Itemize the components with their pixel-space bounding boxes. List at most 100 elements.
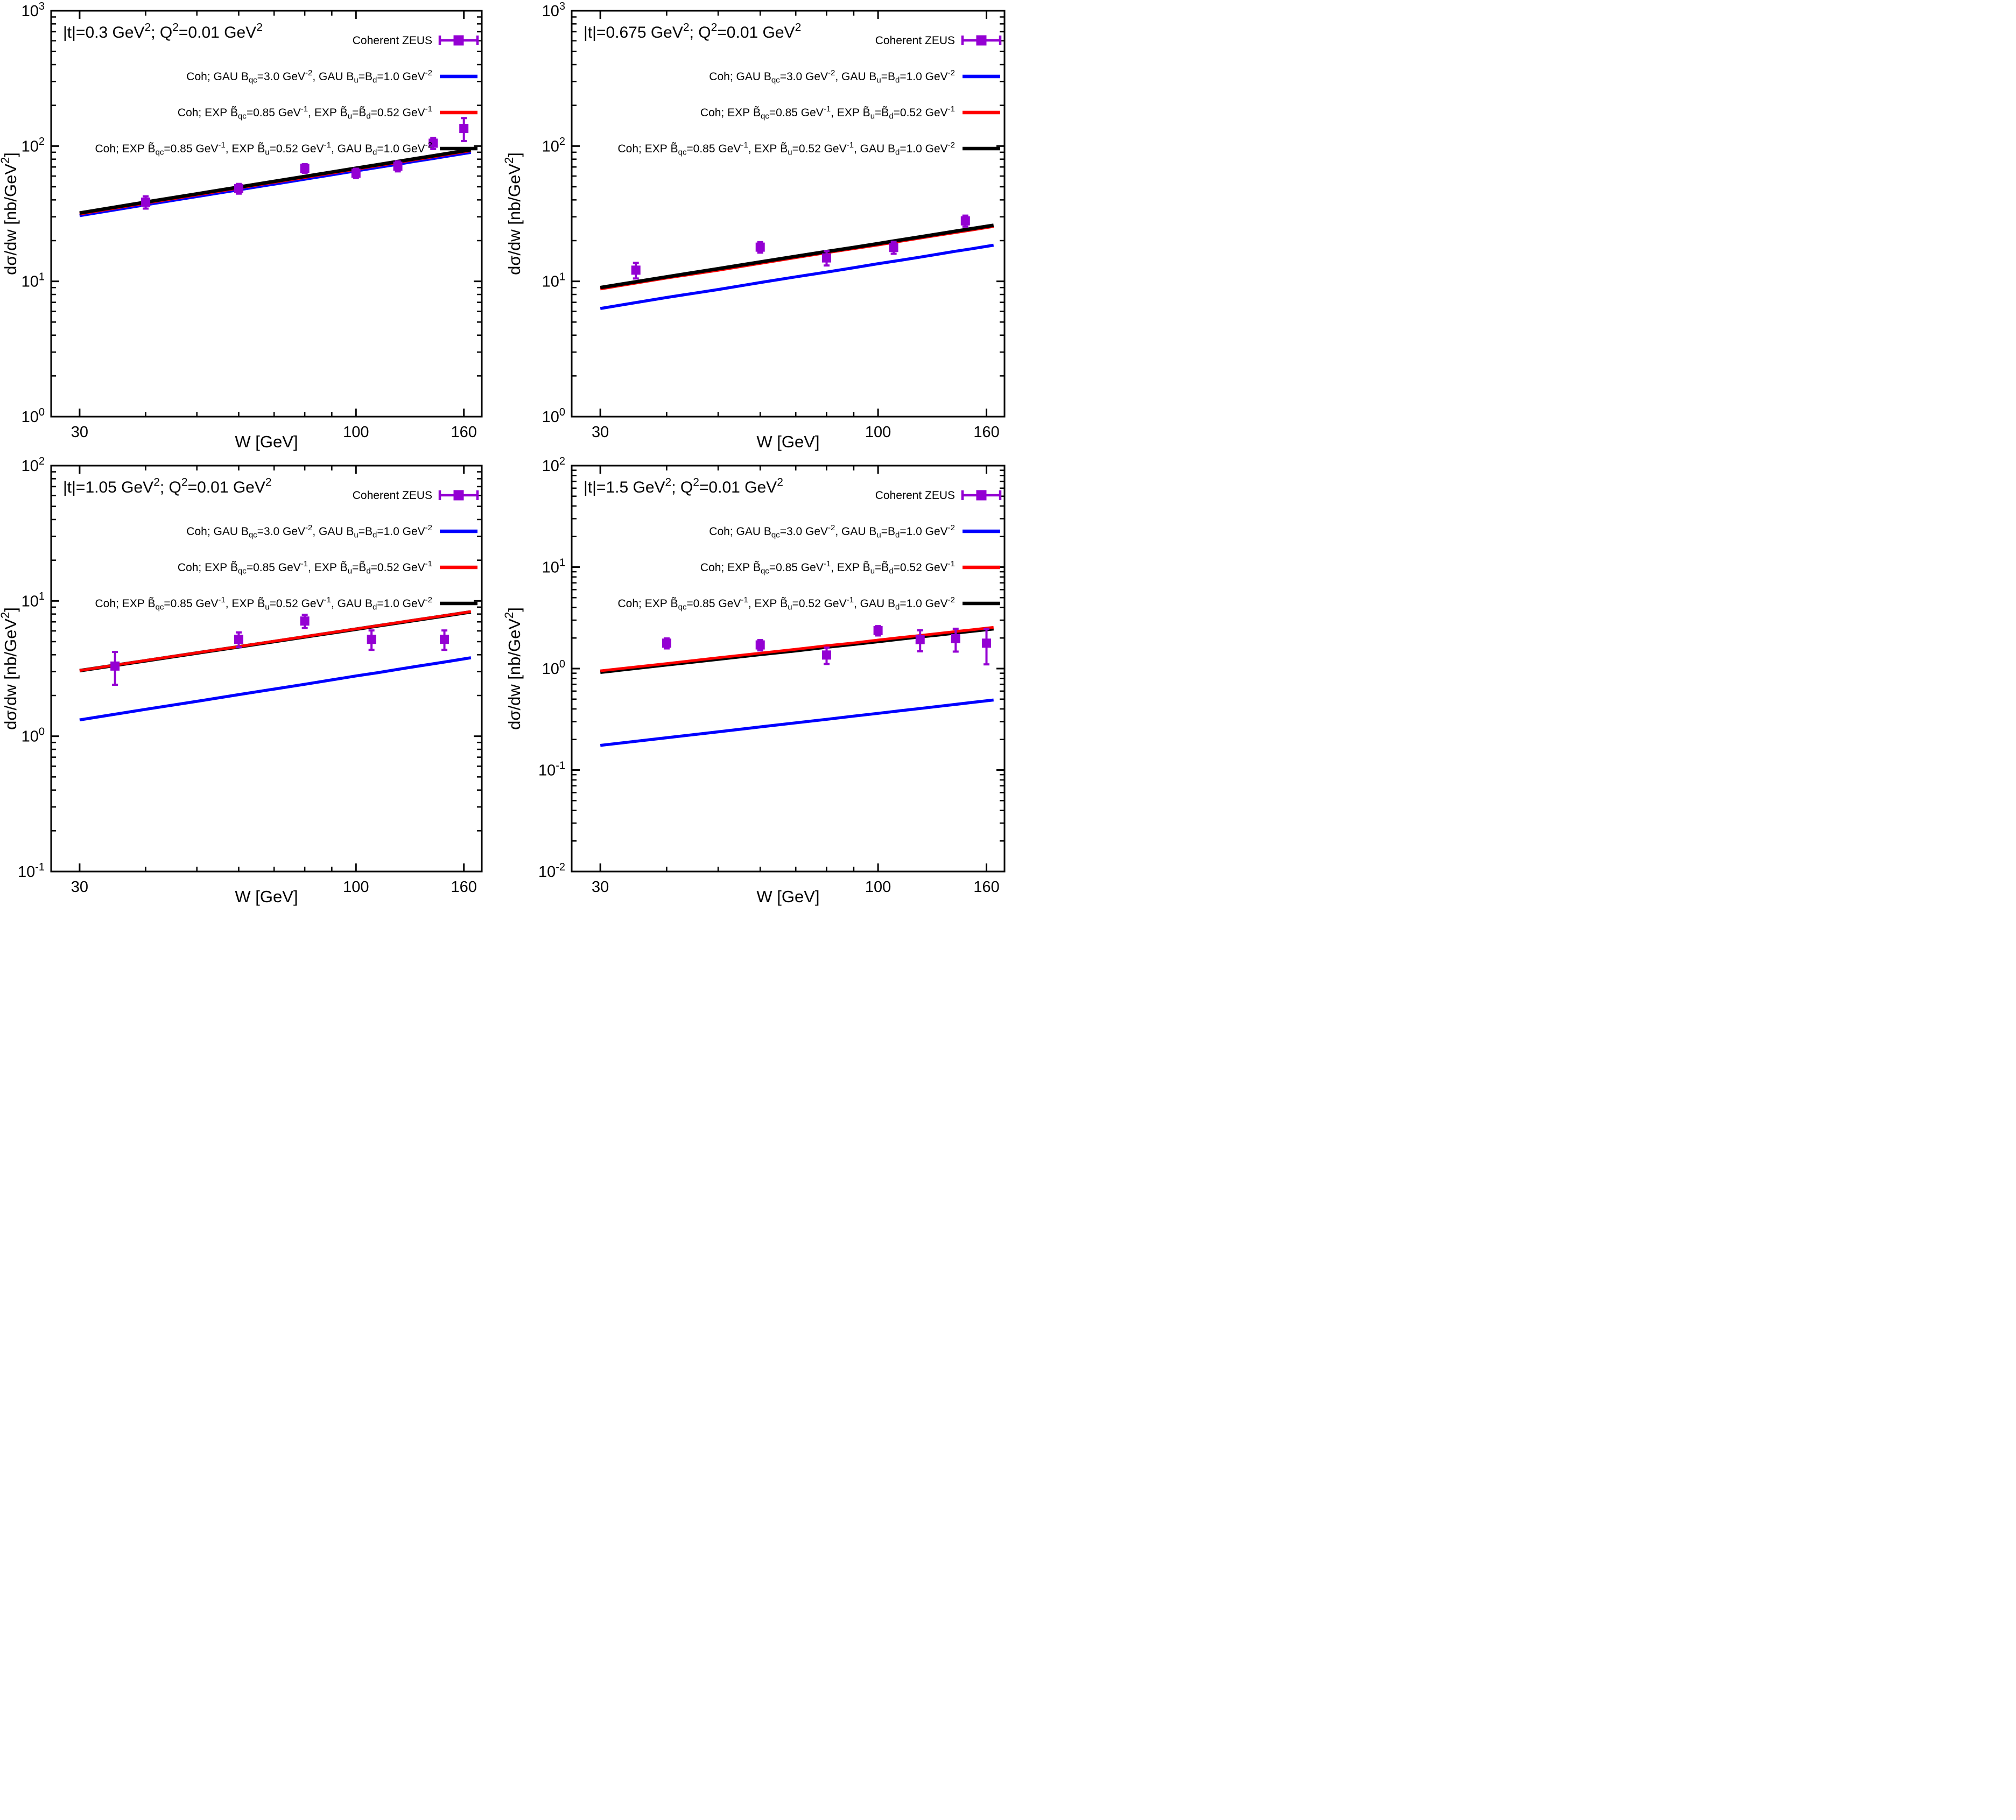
chart-panel-t-0.675: 30 100 160 100 101 102 103 W [GeV] dσ/dw [nb/GeV… xyxy=(504,1,1006,451)
curve-line-exp xyxy=(600,626,994,672)
legend-row-zeus: Coherent ZEUS xyxy=(875,489,1002,502)
y-tick-label: 100 xyxy=(22,726,45,745)
y-tick-label: 102 xyxy=(542,136,565,155)
legend-label: Coh; EXP B̃qc=0.85 GeV-1, EXP B̃u=0.52 G… xyxy=(618,140,956,157)
y-axis-label: dσ/dw [nb/GeV2] xyxy=(504,607,524,730)
x-tick-label: 100 xyxy=(865,879,891,896)
y-tick-label: 101 xyxy=(542,557,565,576)
square-marker xyxy=(234,184,243,193)
x-axis-label: W [GeV] xyxy=(235,887,298,906)
y-tick-label: 102 xyxy=(22,455,45,475)
zeus-data-points xyxy=(110,614,449,686)
curve-line-gau xyxy=(600,243,994,310)
model-curve-exp-gau xyxy=(79,147,472,215)
square-marker xyxy=(755,640,765,650)
axes xyxy=(50,10,483,418)
model-curve-gau xyxy=(79,656,472,722)
square-marker xyxy=(351,168,361,178)
curve-line-gau xyxy=(600,698,994,747)
plot-border xyxy=(50,10,483,418)
zeus-data-points xyxy=(631,214,970,280)
legend-label: Coherent ZEUS xyxy=(875,34,955,47)
tick-labels: 30 100 160 10-2 10-1 100 101 102 xyxy=(538,455,1000,896)
data-point xyxy=(300,614,310,629)
y-tick-label: 100 xyxy=(22,406,45,426)
data-point xyxy=(300,163,310,174)
model-curve-gau xyxy=(600,698,994,747)
y-tick-label: 10-1 xyxy=(538,760,565,779)
data-point xyxy=(915,629,925,652)
chart-panel-t-1.05: 30 100 160 10-1 100 101 102 W [GeV] dσ/dw [nb/Ge… xyxy=(0,455,483,906)
model-curve-gau xyxy=(600,243,994,310)
data-point xyxy=(960,214,970,228)
y-tick-label: 10-1 xyxy=(18,861,45,881)
zeus-data-points xyxy=(662,625,992,666)
chart-panel-t-1.5: 30 100 160 10-2 10-1 100 101 102 W [GeV] dσ/dw [n… xyxy=(504,455,1006,906)
square-marker xyxy=(755,242,765,252)
y-tick-label: 102 xyxy=(542,455,565,475)
legend-square-marker xyxy=(976,490,987,501)
model-curve-exp xyxy=(600,626,994,672)
legend-label: Coh; EXP B̃qc=0.85 GeV-1, EXP B̃u=B̃d=0.… xyxy=(700,104,955,121)
legend-row-exp-gau: Coh; EXP B̃qc=0.85 GeV-1, EXP B̃u=0.52 G… xyxy=(95,140,477,157)
square-marker xyxy=(631,265,641,275)
legend-label: Coh; EXP B̃qc=0.85 GeV-1, EXP B̃u=B̃d=0.… xyxy=(700,559,955,575)
legend-square-marker xyxy=(453,490,464,501)
x-tick-label: 30 xyxy=(71,424,88,441)
data-point xyxy=(982,628,992,666)
legend-label: Coh; GAU Bqc=3.0 GeV-2, GAU Bu=Bd=1.0 Ge… xyxy=(709,523,955,539)
square-marker xyxy=(915,635,925,644)
y-tick-label: 101 xyxy=(22,591,45,610)
zeus-data-points xyxy=(141,117,469,210)
tick-labels: 30 100 160 10-1 100 101 102 xyxy=(18,455,477,896)
curve-line-exp xyxy=(79,610,472,672)
tick-labels: 30 100 160 100 101 102 103 xyxy=(542,1,1000,441)
x-tick-label: 160 xyxy=(973,879,999,896)
data-point xyxy=(440,629,449,651)
square-marker xyxy=(141,198,151,207)
data-point xyxy=(631,262,641,280)
legend-square-marker xyxy=(976,35,987,46)
square-marker xyxy=(429,138,438,148)
y-tick-label: 101 xyxy=(22,271,45,290)
square-marker xyxy=(440,635,449,644)
legend-label: Coh; EXP B̃qc=0.85 GeV-1, EXP B̃u=B̃d=0.… xyxy=(178,559,432,575)
legend-square-marker xyxy=(453,35,464,46)
data-point xyxy=(459,117,469,142)
legend-row-exp: Coh; EXP B̃qc=0.85 GeV-1, EXP B̃u=B̃d=0.… xyxy=(178,104,477,121)
square-marker xyxy=(393,161,403,171)
data-point xyxy=(141,195,151,210)
square-marker xyxy=(300,164,310,173)
data-point xyxy=(429,137,438,150)
legend-label: Coh; EXP B̃qc=0.85 GeV-1, EXP B̃u=B̃d=0.… xyxy=(178,104,432,121)
model-curve-gau xyxy=(79,151,472,217)
panel-title: |t|=1.05 GeV2; Q2=0.01 GeV2 xyxy=(63,476,272,496)
legend-row-zeus: Coherent ZEUS xyxy=(353,34,479,47)
panel-title: |t|=0.675 GeV2; Q2=0.01 GeV2 xyxy=(584,21,801,41)
y-tick-label: 103 xyxy=(542,1,565,20)
legend-row-exp-gau: Coh; EXP B̃qc=0.85 GeV-1, EXP B̃u=0.52 G… xyxy=(95,595,477,612)
legend-row-exp-gau: Coh; EXP B̃qc=0.85 GeV-1, EXP B̃u=0.52 G… xyxy=(618,140,1000,157)
square-marker xyxy=(234,635,243,644)
curve-line-gau xyxy=(79,656,472,722)
legend: Coherent ZEUS Coh; GAU Bqc=3.0 GeV-2, GAU… xyxy=(95,34,479,157)
axes xyxy=(571,10,1006,418)
data-point xyxy=(889,241,898,255)
model-curve-exp xyxy=(79,610,472,672)
square-marker xyxy=(951,634,960,643)
y-tick-label: 102 xyxy=(22,136,45,155)
data-point xyxy=(821,647,831,665)
y-axis-label: dσ/dw [nb/GeV2] xyxy=(0,607,20,730)
legend: Coherent ZEUS Coh; GAU Bqc=3.0 GeV-2, GAU… xyxy=(618,34,1002,157)
y-tick-label: 100 xyxy=(542,406,565,426)
x-tick-label: 30 xyxy=(592,879,609,896)
figure-coherent-cross-section-panels: 30 100 160 100 101 102 103 W [GeV] dσ/dw [nb/GeV… xyxy=(0,0,1008,910)
legend-label: Coherent ZEUS xyxy=(353,34,432,47)
data-point xyxy=(951,627,960,653)
data-point xyxy=(234,631,243,649)
chart-panel-t-0.3: 30 100 160 100 101 102 103 W [GeV] dσ/dw [nb/GeV… xyxy=(0,1,483,451)
x-tick-label: 30 xyxy=(592,424,609,441)
legend-label: Coherent ZEUS xyxy=(875,489,955,502)
plot-border xyxy=(50,465,483,873)
data-point xyxy=(393,160,403,173)
